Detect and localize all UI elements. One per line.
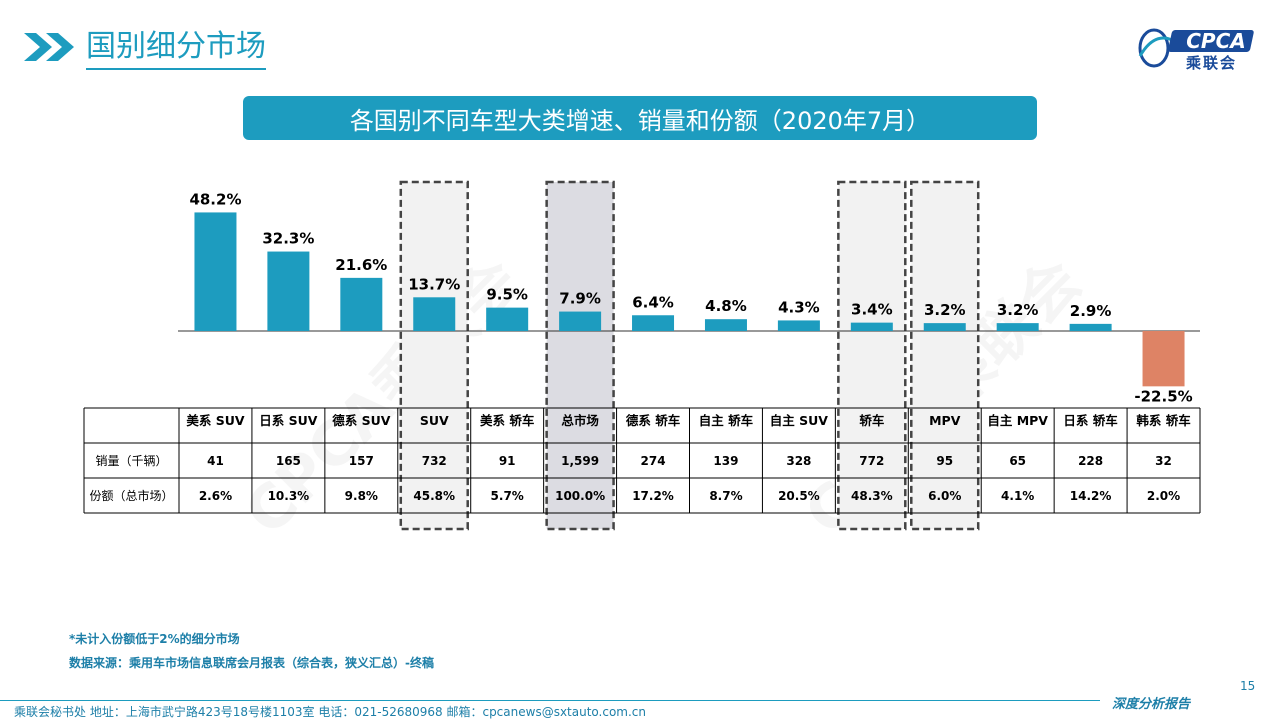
bar: [923, 323, 966, 331]
table-share-cell: 48.3%: [851, 489, 893, 503]
logo-cn: 乘联会: [1186, 54, 1238, 72]
bar-value-label: 3.2%: [924, 301, 966, 319]
bar-value-label: 4.3%: [778, 298, 820, 316]
footer-report-label: 深度分析报告: [1112, 697, 1191, 712]
bar-value-label: 6.4%: [632, 293, 674, 311]
bar-value-label: 3.2%: [997, 301, 1039, 319]
table-share-cell: 5.7%: [491, 489, 524, 503]
table-header-cell: 德系 SUV: [332, 413, 391, 428]
table-header-cell: 德系 轿车: [626, 413, 681, 428]
table-share-cell: 6.0%: [928, 489, 961, 503]
table-header-cell: 日系 SUV: [259, 413, 318, 428]
bar: [1142, 331, 1185, 387]
bar: [194, 212, 237, 331]
table-sales-cell: 95: [936, 454, 953, 468]
table-header-cell: 美系 SUV: [186, 413, 245, 428]
table-share-cell: 17.2%: [632, 489, 674, 503]
table-sales-cell: 732: [422, 454, 447, 468]
table-header-cell: 自主 MPV: [987, 413, 1048, 428]
page-title: 国别细分市场: [86, 28, 266, 70]
table-header-cell: 美系 轿车: [480, 413, 535, 428]
bar: [413, 297, 456, 331]
table-header-cell: 日系 轿车: [1063, 413, 1118, 428]
bar-value-label: 4.8%: [705, 297, 747, 315]
logo-text: CPCA: [1186, 29, 1246, 53]
table-share-cell: 10.3%: [268, 489, 310, 503]
bar-value-label: 3.4%: [851, 301, 893, 319]
table-sales-cell: 165: [276, 454, 301, 468]
table-sales-cell: 65: [1009, 454, 1026, 468]
table-share-cell: 8.7%: [709, 489, 742, 503]
table-sales-cell: 228: [1078, 454, 1103, 468]
highlight-box: [399, 180, 469, 531]
table-row-label: 销量（千辆）: [95, 454, 167, 468]
table-share-cell: 2.0%: [1147, 489, 1180, 503]
table-header-cell: 自主 SUV: [770, 413, 829, 428]
table-share-cell: 14.2%: [1070, 489, 1112, 503]
table-sales-cell: 139: [713, 454, 738, 468]
table-sales-cell: 41: [207, 454, 224, 468]
bar-value-label: 48.2%: [189, 190, 241, 208]
footnote-2: 数据来源：乘用车市场信息联席会月报表（综合表，狭义汇总）-终稿: [69, 656, 434, 670]
footer-divider: [0, 700, 1100, 701]
bar: [340, 277, 383, 331]
footer-address: 乘联会秘书处 地址：上海市武宁路423号18号楼1103室 电话：021-526…: [14, 705, 647, 719]
bar-value-label: 13.7%: [408, 275, 460, 293]
table-sales-cell: 1,599: [561, 454, 599, 468]
bar: [704, 319, 747, 331]
highlight-box: [910, 180, 980, 531]
bar: [1069, 323, 1112, 331]
footnote-1: *未计入份额低于2%的细分市场: [69, 632, 240, 646]
table-share-cell: 45.8%: [413, 489, 455, 503]
table-share-cell: 4.1%: [1001, 489, 1034, 503]
bar-value-label: 2.9%: [1070, 302, 1112, 320]
table-header-cell: MPV: [929, 413, 961, 428]
bar: [996, 323, 1039, 331]
table-header-cell: 自主 轿车: [699, 413, 754, 428]
double-chevron-icon: [24, 33, 74, 61]
table-sales-cell: 274: [641, 454, 666, 468]
table-share-cell: 9.8%: [345, 489, 378, 503]
bar-value-label: 9.5%: [486, 286, 528, 304]
table-sales-cell: 328: [786, 454, 811, 468]
title-chevrons: [22, 24, 82, 70]
table-header-cell: 总市场: [561, 413, 599, 428]
bar: [632, 315, 675, 331]
bar: [777, 320, 820, 331]
bar: [559, 311, 602, 331]
chart-banner: 各国别不同车型大类增速、销量和份额（2020年7月）: [243, 96, 1037, 140]
bar-value-label: 21.6%: [335, 256, 387, 274]
table-share-cell: 20.5%: [778, 489, 820, 503]
table-sales-cell: 32: [1155, 454, 1172, 468]
highlight-box: [545, 180, 615, 531]
page-number: 15: [1240, 679, 1256, 693]
bar: [267, 251, 310, 331]
bar-value-label: 32.3%: [262, 230, 314, 248]
table-sales-cell: 157: [349, 454, 374, 468]
table-header-cell: 轿车: [859, 413, 885, 428]
bar: [850, 322, 893, 331]
table-share-cell: 100.0%: [555, 489, 605, 503]
bar-value-label: 7.9%: [559, 290, 601, 308]
table-share-cell: 2.6%: [199, 489, 232, 503]
table-sales-cell: 91: [499, 454, 516, 468]
table-sales-cell: 772: [859, 454, 884, 468]
bar: [486, 307, 529, 331]
highlight-box: [837, 180, 907, 531]
cpca-logo: CPCA: [1138, 28, 1254, 68]
table-header-cell: SUV: [420, 413, 449, 428]
table-row-label: 份额（总市场）: [89, 488, 173, 503]
bar-value-label: -22.5%: [1134, 387, 1192, 405]
table-header-cell: 韩系 轿车: [1136, 413, 1191, 428]
